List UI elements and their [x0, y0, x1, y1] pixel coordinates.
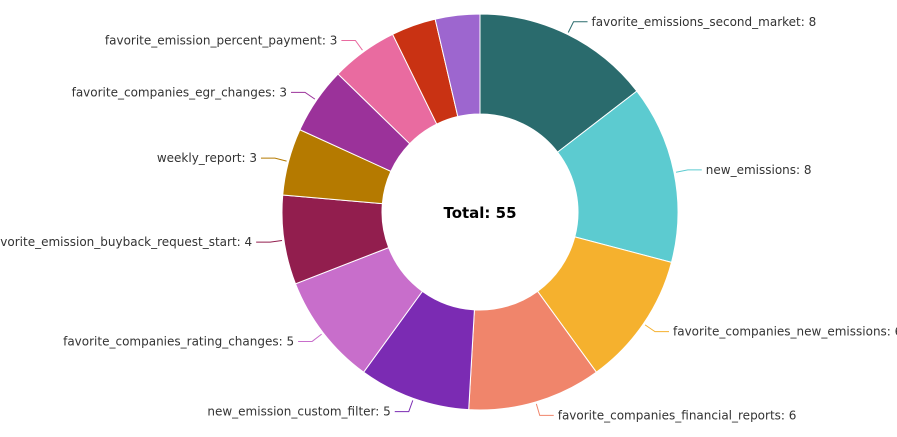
- leader-line-8: [260, 157, 287, 162]
- leader-lines-group: [256, 21, 702, 416]
- leader-line-1: [567, 21, 588, 33]
- slices-group: [281, 13, 679, 411]
- leader-line-6: [298, 333, 322, 342]
- leader-line-3: [644, 324, 670, 333]
- slice-label-6: favorite_companies_rating_changes: 5: [63, 334, 294, 348]
- slice-labels-group: favorite_emissions_second_market: 8 new_e…: [0, 15, 897, 423]
- slice-label-9: favorite_companies_egr_changes: 3: [72, 85, 287, 99]
- leader-line-4: [535, 403, 554, 416]
- leader-line-5: [394, 400, 414, 413]
- slice-label-1: favorite_emissions_second_market: 8: [592, 15, 817, 29]
- leader-line-2: [675, 169, 702, 173]
- slice-label-10: favorite_emission_percent_payment: 3: [105, 33, 337, 47]
- pie-slice-12[interactable]: [434, 13, 481, 118]
- slice-label-8: weekly_report: 3: [157, 151, 257, 165]
- slice-label-2: new_emissions: 8: [706, 163, 812, 177]
- slice-label-3: favorite_companies_new_emissions: 6: [673, 325, 897, 339]
- slice-label-7: favorite_emission_buyback_request_start:…: [0, 235, 252, 249]
- center-total-label: Total: 55: [443, 204, 516, 222]
- leader-line-9: [290, 91, 316, 100]
- leader-line-7: [256, 239, 283, 243]
- pie-slice-2[interactable]: [556, 90, 679, 263]
- pie-slice-1[interactable]: [479, 13, 638, 153]
- slice-label-4: favorite_companies_financial_reports: 6: [558, 408, 797, 422]
- leader-line-10: [341, 39, 363, 51]
- slice-label-5: new_emission_custom_filter: 5: [207, 405, 390, 419]
